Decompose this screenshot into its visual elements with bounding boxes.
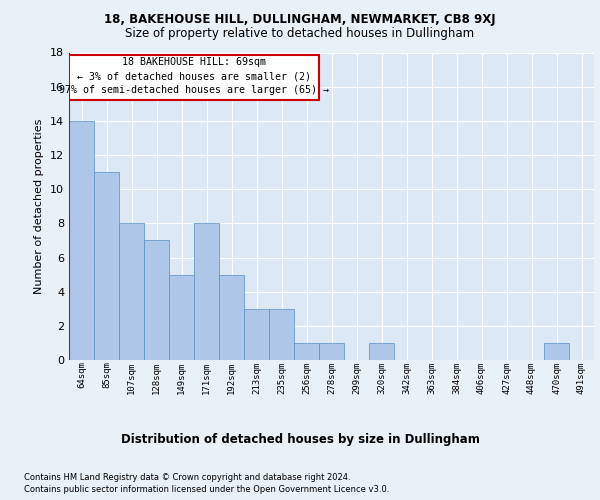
Text: 18 BAKEHOUSE HILL: 69sqm: 18 BAKEHOUSE HILL: 69sqm (122, 57, 266, 67)
Bar (69, 121, 94, 360)
Bar (544, 343, 569, 360)
Y-axis label: Number of detached properties: Number of detached properties (34, 118, 44, 294)
Bar (194, 224, 219, 360)
Text: 18, BAKEHOUSE HILL, DULLINGHAM, NEWMARKET, CB8 9XJ: 18, BAKEHOUSE HILL, DULLINGHAM, NEWMARKE… (104, 12, 496, 26)
Bar (294, 343, 319, 360)
Bar (119, 224, 144, 360)
Bar (244, 308, 269, 360)
Bar (269, 308, 294, 360)
Text: Distribution of detached houses by size in Dullingham: Distribution of detached houses by size … (121, 432, 479, 446)
Text: Contains public sector information licensed under the Open Government Licence v3: Contains public sector information licen… (24, 485, 389, 494)
Bar (219, 274, 244, 360)
Bar (144, 240, 169, 360)
Bar (94, 172, 119, 360)
Bar (369, 343, 394, 360)
FancyBboxPatch shape (69, 55, 319, 100)
Bar (319, 343, 344, 360)
Text: ← 3% of detached houses are smaller (2): ← 3% of detached houses are smaller (2) (77, 72, 311, 82)
Bar (169, 274, 194, 360)
Text: 97% of semi-detached houses are larger (65) →: 97% of semi-detached houses are larger (… (59, 86, 329, 96)
Text: Size of property relative to detached houses in Dullingham: Size of property relative to detached ho… (125, 28, 475, 40)
Text: Contains HM Land Registry data © Crown copyright and database right 2024.: Contains HM Land Registry data © Crown c… (24, 472, 350, 482)
